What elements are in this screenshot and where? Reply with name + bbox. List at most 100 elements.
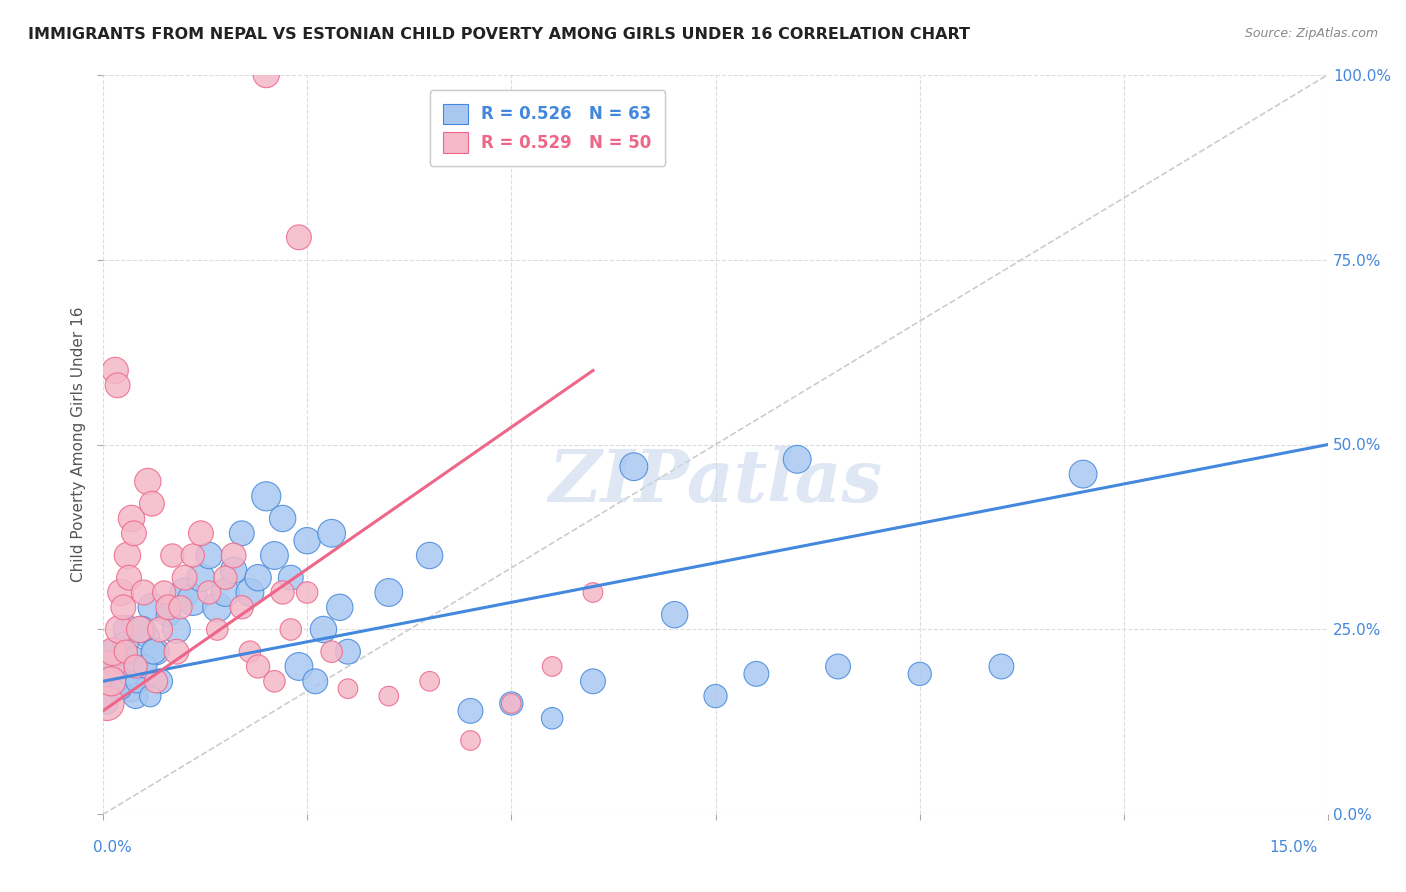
Point bbox=[145, 645, 167, 659]
Text: ZIPatlas: ZIPatlas bbox=[548, 446, 883, 517]
Point bbox=[198, 549, 221, 563]
Point bbox=[827, 659, 849, 673]
Point bbox=[104, 363, 127, 377]
Point bbox=[745, 666, 768, 681]
Text: IMMIGRANTS FROM NEPAL VS ESTONIAN CHILD POVERTY AMONG GIRLS UNDER 16 CORRELATION: IMMIGRANTS FROM NEPAL VS ESTONIAN CHILD … bbox=[28, 27, 970, 42]
Point bbox=[419, 674, 441, 689]
Point bbox=[122, 652, 145, 666]
Point bbox=[312, 623, 335, 637]
Point bbox=[222, 549, 245, 563]
Text: 15.0%: 15.0% bbox=[1270, 840, 1317, 855]
Point bbox=[623, 459, 645, 474]
Point bbox=[149, 623, 172, 637]
Point bbox=[231, 600, 253, 615]
Point bbox=[142, 645, 165, 659]
Point bbox=[173, 585, 195, 599]
Y-axis label: Child Poverty Among Girls Under 16: Child Poverty Among Girls Under 16 bbox=[72, 307, 86, 582]
Point bbox=[541, 711, 564, 725]
Point bbox=[239, 585, 262, 599]
Point bbox=[214, 571, 236, 585]
Point bbox=[141, 600, 163, 615]
Point bbox=[118, 571, 141, 585]
Point bbox=[304, 674, 326, 689]
Point bbox=[145, 674, 167, 689]
Point bbox=[239, 645, 262, 659]
Point bbox=[122, 526, 145, 541]
Point bbox=[181, 593, 204, 607]
Point bbox=[207, 623, 229, 637]
Point bbox=[110, 585, 132, 599]
Point bbox=[336, 681, 359, 696]
Point bbox=[321, 645, 343, 659]
Point bbox=[336, 645, 359, 659]
Point bbox=[96, 697, 118, 711]
Point bbox=[173, 571, 195, 585]
Point bbox=[100, 674, 122, 689]
Point bbox=[254, 489, 277, 503]
Point bbox=[190, 571, 212, 585]
Point bbox=[169, 600, 191, 615]
Point bbox=[280, 571, 302, 585]
Point bbox=[280, 623, 302, 637]
Point bbox=[110, 681, 132, 696]
Point bbox=[288, 659, 311, 673]
Point bbox=[114, 637, 136, 651]
Point bbox=[582, 674, 605, 689]
Text: 0.0%: 0.0% bbox=[93, 840, 132, 855]
Point bbox=[231, 526, 253, 541]
Point bbox=[124, 659, 146, 673]
Point bbox=[378, 689, 401, 703]
Point bbox=[117, 549, 139, 563]
Point bbox=[114, 645, 136, 659]
Point bbox=[541, 659, 564, 673]
Point bbox=[131, 623, 153, 637]
Point bbox=[141, 497, 163, 511]
Point bbox=[501, 697, 523, 711]
Point bbox=[127, 674, 149, 689]
Point bbox=[378, 585, 401, 599]
Point bbox=[98, 659, 121, 673]
Text: Source: ZipAtlas.com: Source: ZipAtlas.com bbox=[1244, 27, 1378, 40]
Point bbox=[460, 704, 482, 718]
Point bbox=[136, 630, 159, 644]
Point bbox=[271, 511, 294, 525]
Point bbox=[460, 733, 482, 747]
Point bbox=[214, 585, 236, 599]
Point bbox=[157, 600, 180, 615]
Legend: R = 0.526   N = 63, R = 0.529   N = 50: R = 0.526 N = 63, R = 0.529 N = 50 bbox=[430, 90, 665, 166]
Point bbox=[165, 645, 187, 659]
Point bbox=[101, 645, 124, 659]
Point bbox=[107, 378, 129, 392]
Point bbox=[96, 697, 118, 711]
Point bbox=[136, 475, 159, 489]
Point bbox=[124, 689, 146, 703]
Point bbox=[132, 585, 155, 599]
Point bbox=[104, 674, 127, 689]
Point bbox=[112, 600, 135, 615]
Point bbox=[190, 526, 212, 541]
Point bbox=[165, 623, 187, 637]
Point bbox=[664, 607, 686, 622]
Point bbox=[288, 230, 311, 244]
Point bbox=[321, 526, 343, 541]
Point bbox=[271, 585, 294, 599]
Point bbox=[112, 666, 135, 681]
Point bbox=[98, 674, 121, 689]
Point bbox=[786, 452, 808, 467]
Point bbox=[153, 585, 176, 599]
Point bbox=[101, 645, 124, 659]
Point bbox=[121, 511, 143, 525]
Point bbox=[207, 600, 229, 615]
Point bbox=[139, 689, 162, 703]
Point bbox=[107, 659, 129, 673]
Point bbox=[117, 623, 139, 637]
Point bbox=[149, 674, 172, 689]
Point bbox=[121, 681, 143, 696]
Point bbox=[263, 549, 285, 563]
Point bbox=[100, 659, 122, 673]
Point bbox=[247, 659, 270, 673]
Point bbox=[990, 659, 1012, 673]
Point bbox=[157, 607, 180, 622]
Point bbox=[128, 623, 150, 637]
Point bbox=[582, 585, 605, 599]
